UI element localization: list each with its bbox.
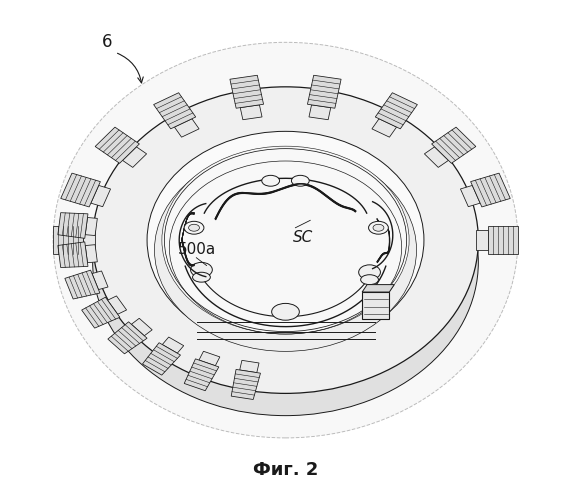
Polygon shape bbox=[230, 76, 264, 108]
Polygon shape bbox=[162, 337, 184, 353]
Polygon shape bbox=[65, 270, 100, 299]
Ellipse shape bbox=[373, 224, 384, 231]
Ellipse shape bbox=[368, 222, 388, 234]
Ellipse shape bbox=[147, 132, 424, 349]
Ellipse shape bbox=[361, 274, 379, 284]
Ellipse shape bbox=[155, 148, 416, 352]
Polygon shape bbox=[375, 92, 417, 129]
Polygon shape bbox=[83, 230, 95, 250]
Polygon shape bbox=[199, 352, 220, 366]
Polygon shape bbox=[131, 318, 152, 336]
Text: Фиг. 2: Фиг. 2 bbox=[253, 461, 318, 479]
Ellipse shape bbox=[188, 224, 199, 231]
Ellipse shape bbox=[359, 265, 380, 280]
Polygon shape bbox=[362, 284, 395, 292]
Polygon shape bbox=[424, 147, 448, 168]
Text: SC: SC bbox=[293, 230, 313, 245]
Polygon shape bbox=[307, 76, 341, 108]
Polygon shape bbox=[143, 342, 180, 375]
Text: 6: 6 bbox=[102, 34, 112, 52]
Polygon shape bbox=[476, 230, 488, 250]
Polygon shape bbox=[123, 147, 147, 168]
Text: 500a: 500a bbox=[178, 242, 216, 258]
Polygon shape bbox=[460, 186, 480, 206]
Polygon shape bbox=[175, 119, 199, 137]
Polygon shape bbox=[108, 322, 147, 354]
Polygon shape bbox=[432, 127, 476, 164]
Polygon shape bbox=[240, 105, 262, 120]
Ellipse shape bbox=[162, 146, 409, 334]
Polygon shape bbox=[58, 212, 88, 238]
Polygon shape bbox=[309, 105, 331, 120]
Polygon shape bbox=[58, 242, 88, 268]
Polygon shape bbox=[488, 226, 518, 254]
Ellipse shape bbox=[184, 222, 204, 234]
Polygon shape bbox=[240, 360, 259, 372]
Polygon shape bbox=[82, 297, 120, 328]
Polygon shape bbox=[91, 186, 111, 206]
Polygon shape bbox=[85, 244, 97, 262]
Ellipse shape bbox=[262, 176, 280, 186]
Polygon shape bbox=[154, 92, 196, 129]
Ellipse shape bbox=[291, 176, 309, 186]
Polygon shape bbox=[107, 296, 127, 314]
Polygon shape bbox=[61, 173, 100, 207]
Ellipse shape bbox=[272, 304, 299, 320]
Ellipse shape bbox=[192, 272, 210, 282]
Ellipse shape bbox=[93, 109, 478, 416]
Polygon shape bbox=[95, 127, 139, 164]
Polygon shape bbox=[362, 292, 389, 319]
Polygon shape bbox=[471, 173, 510, 207]
Polygon shape bbox=[53, 226, 83, 254]
Polygon shape bbox=[372, 119, 396, 137]
Polygon shape bbox=[231, 370, 260, 400]
Polygon shape bbox=[184, 359, 219, 390]
Ellipse shape bbox=[93, 87, 478, 394]
Polygon shape bbox=[85, 218, 97, 236]
Ellipse shape bbox=[53, 42, 518, 438]
Ellipse shape bbox=[191, 262, 212, 277]
Polygon shape bbox=[92, 271, 108, 289]
